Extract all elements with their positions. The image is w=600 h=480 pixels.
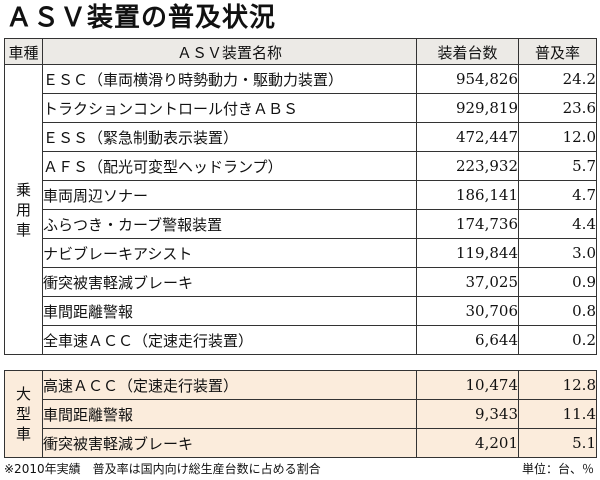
vehicle-category-label: 大型車: [15, 385, 31, 443]
header-rate: 普及率: [518, 38, 597, 67]
header-units: 装着台数: [416, 38, 519, 67]
table-row: ＡＦＳ（配光可変型ヘッドランプ） 223,932 5.7: [5, 151, 597, 181]
heavy-vehicle-table: 大型車 高速ＡＣＣ（定速走行装置） 10,474 12.8 車間距離警報 9,343 11.…: [4, 370, 597, 458]
installed-units: 4,201: [416, 428, 519, 458]
unit-note: 単位：台、％: [521, 462, 594, 476]
penetration-rate: 3.0: [518, 238, 597, 268]
vehicle-category-label: 乗用車: [15, 180, 31, 239]
vehicle-category: 大型車: [4, 370, 43, 458]
device-name: 高速ＡＣＣ（定速走行装置）: [42, 370, 417, 400]
device-name: ＡＦＳ（配光可変型ヘッドランプ）: [42, 151, 417, 181]
penetration-rate: 5.1: [518, 428, 597, 458]
penetration-rate: 4.7: [518, 180, 597, 210]
installed-units: 9,343: [416, 399, 519, 429]
vehicle-category: 乗用車: [4, 64, 43, 355]
footnote: ※2010年実績 普及率は国内向け総生産台数に占める割合: [4, 462, 321, 476]
installed-units: 186,141: [416, 180, 519, 210]
penetration-rate: 24.2: [518, 64, 597, 94]
installed-units: 30,706: [416, 296, 519, 326]
installed-units: 174,736: [416, 209, 519, 239]
table-row: 衝突被害軽減ブレーキ 4,201 5.1: [5, 428, 597, 458]
penetration-rate: 11.4: [518, 399, 597, 429]
table-header: 車種 ＡＳＶ装置名称 装着台数 普及率: [4, 38, 597, 67]
table-row: 大型車 高速ＡＣＣ（定速走行装置） 10,474 12.8: [4, 370, 597, 458]
installed-units: 954,826: [416, 64, 519, 94]
table-row: 車間距離警報 9,343 11.4: [5, 399, 597, 429]
installed-units: 472,447: [416, 122, 519, 152]
penetration-rate: 0.8: [518, 296, 597, 326]
penetration-rate: 0.2: [518, 325, 597, 355]
table-row: トラクションコントロール付きＡＢＳ 929,819 23.6: [5, 93, 597, 123]
device-name: 車間距離警報: [42, 296, 417, 326]
device-name: 全車速ＡＣＣ（定速走行装置）: [42, 325, 417, 355]
table-row: ＥＳＳ（緊急制動表示装置） 472,447 12.0: [5, 122, 597, 152]
device-name: 車間距離警報: [42, 399, 417, 429]
table-row: 車間距離警報 30,706 0.8: [5, 296, 597, 326]
table-row: 乗用車 ＥＳＣ（車両横滑り時勢動力・駆動力装置） 954,826 24.2: [4, 64, 597, 355]
penetration-rate: 12.0: [518, 122, 597, 152]
device-name: ふらつき・カーブ警報装置: [42, 209, 417, 239]
penetration-rate: 0.9: [518, 267, 597, 297]
table-row: 車両周辺ソナー 186,141 4.7: [5, 180, 597, 210]
page-title: ＡＳＶ装置の普及状況: [6, 3, 277, 33]
passenger-car-table: 乗用車 ＥＳＣ（車両横滑り時勢動力・駆動力装置） 954,826 24.2 トラクション…: [4, 64, 597, 355]
device-name: 車両周辺ソナー: [42, 180, 417, 210]
penetration-rate: 23.6: [518, 93, 597, 123]
penetration-rate: 5.7: [518, 151, 597, 181]
table-row: 衝突被害軽減ブレーキ 37,025 0.9: [5, 267, 597, 297]
device-name: ＥＳＣ（車両横滑り時勢動力・駆動力装置）: [42, 64, 417, 94]
installed-units: 119,844: [416, 238, 519, 268]
installed-units: 10,474: [416, 370, 519, 400]
table-row: 全車速ＡＣＣ（定速走行装置） 6,644 0.2: [5, 325, 597, 355]
installed-units: 6,644: [416, 325, 519, 355]
penetration-rate: 12.8: [518, 370, 597, 400]
table-row: ナビブレーキアシスト 119,844 3.0: [5, 238, 597, 268]
penetration-rate: 4.4: [518, 209, 597, 239]
device-name: 衝突被害軽減ブレーキ: [42, 267, 417, 297]
device-name: ナビブレーキアシスト: [42, 238, 417, 268]
device-name: ＥＳＳ（緊急制動表示装置）: [42, 122, 417, 152]
device-name: トラクションコントロール付きＡＢＳ: [42, 93, 417, 123]
header-device: ＡＳＶ装置名称: [42, 38, 417, 67]
header-category: 車種: [4, 38, 43, 67]
installed-units: 223,932: [416, 151, 519, 181]
device-name: 衝突被害軽減ブレーキ: [42, 428, 417, 458]
installed-units: 37,025: [416, 267, 519, 297]
table-row: ふらつき・カーブ警報装置 174,736 4.4: [5, 209, 597, 239]
installed-units: 929,819: [416, 93, 519, 123]
